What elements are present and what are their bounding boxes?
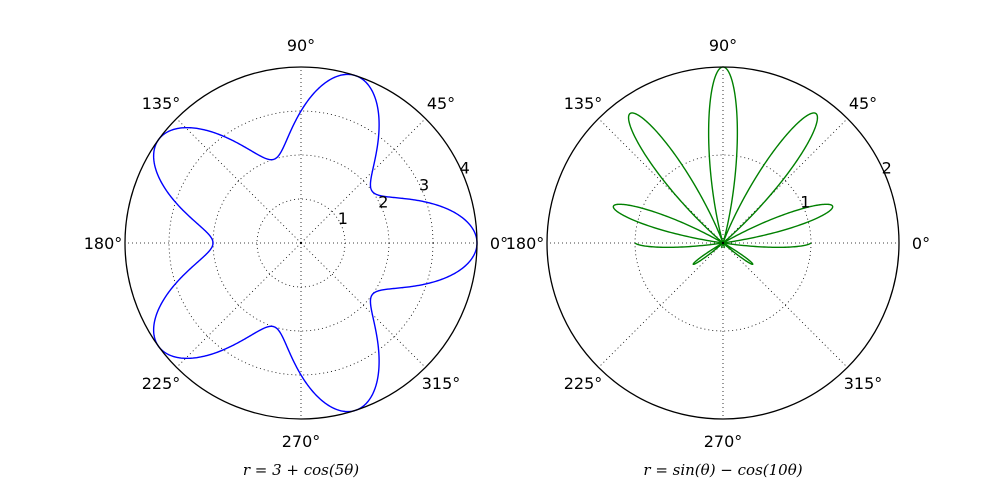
angle-tick-label: 90°	[287, 36, 315, 55]
angle-tick-label: 315°	[844, 374, 883, 393]
angular-gridline	[300, 118, 426, 244]
angle-tick-label: 0°	[912, 234, 930, 253]
angle-tick-label: 0°	[490, 234, 508, 253]
angle-tick-label: 45°	[849, 94, 877, 113]
angular-gridline	[300, 242, 426, 368]
radial-tick-label: 1	[338, 209, 348, 228]
plot-caption: r = sin(θ) − cos(10θ)	[643, 461, 802, 479]
angular-gridline	[598, 118, 724, 244]
radial-tick-label: 4	[460, 159, 470, 178]
polar-origin	[721, 241, 725, 245]
angular-gridline	[176, 242, 302, 368]
plot-caption: r = 3 + cos(5θ)	[243, 461, 359, 479]
polar-frame	[124, 66, 478, 420]
angle-tick-label: 45°	[427, 94, 455, 113]
radial-tick-label: 2	[378, 192, 388, 211]
polar-origin	[299, 241, 303, 245]
radial-gridline	[256, 198, 346, 288]
angle-tick-label: 135°	[142, 94, 181, 113]
angular-gridline	[176, 118, 302, 244]
angle-tick-label: 270°	[282, 432, 321, 451]
angle-tick-label: 135°	[564, 94, 603, 113]
series-line	[152, 73, 478, 413]
radial-tick-label: 1	[800, 192, 810, 211]
angular-gridline	[722, 118, 848, 244]
angle-tick-label: 90°	[709, 36, 737, 55]
radial-gridline	[168, 110, 434, 376]
angle-tick-label: 225°	[564, 374, 603, 393]
angle-tick-label: 270°	[704, 432, 743, 451]
radial-tick-label: 2	[882, 159, 892, 178]
angle-tick-label: 180°	[84, 234, 123, 253]
angular-gridline	[598, 242, 724, 368]
polar-plot-right: 0° 45° 90° 135° 180° 225° 270° 315° 1 2 r = sin(θ)…	[506, 36, 930, 479]
radial-tick-label: 3	[419, 176, 429, 195]
polar-frame	[546, 66, 900, 420]
angle-tick-label: 315°	[422, 374, 461, 393]
angle-tick-label: 180°	[506, 234, 545, 253]
angular-gridline	[722, 242, 848, 368]
polar-plot-left: 0° 45° 90° 135° 180° 225° 270° 315° 1 2 3 4 r = 3 + …	[84, 36, 508, 479]
angle-tick-label: 225°	[142, 374, 181, 393]
